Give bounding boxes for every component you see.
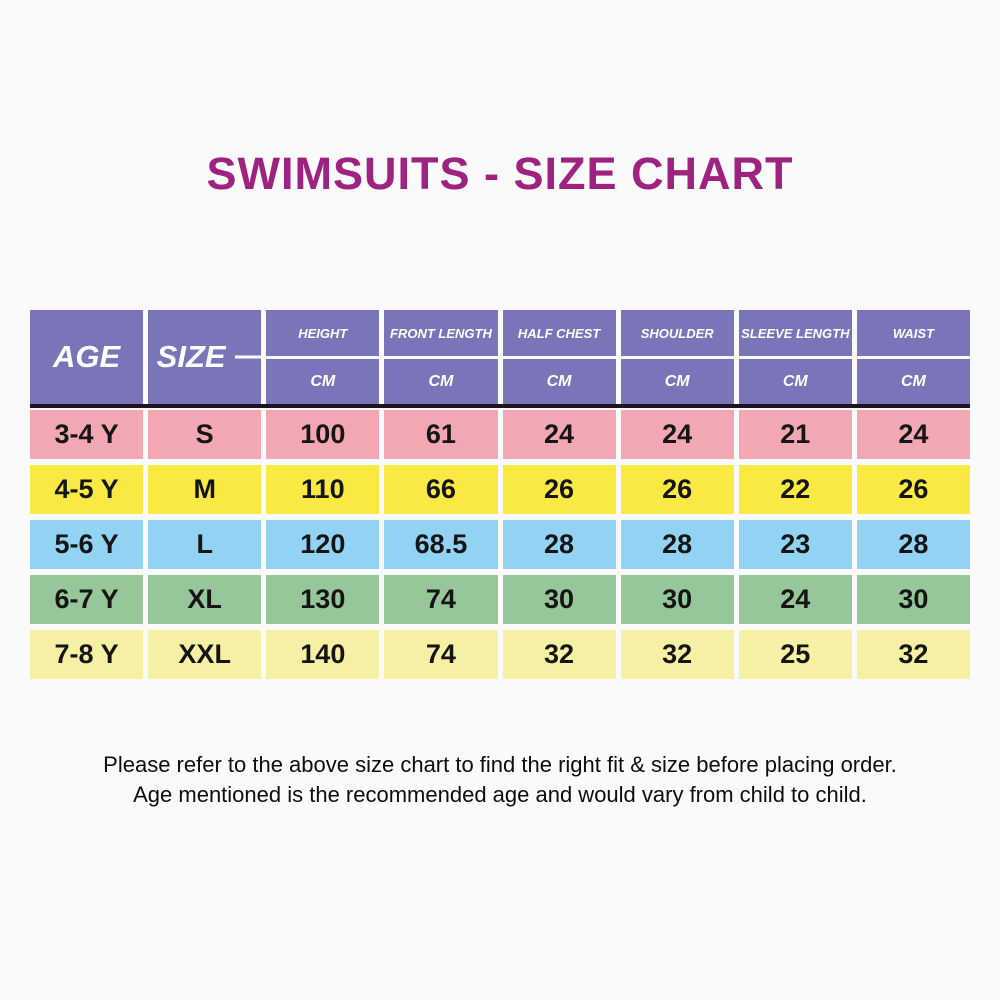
table-body: 3-4 Y S 100 61 24 24 21 24 4-5 Y M 110 6… <box>30 410 970 679</box>
table-row-xl: 6-7 Y XL 130 74 30 30 24 30 <box>30 575 970 624</box>
page-title: SWIMSUITS - SIZE CHART <box>206 148 794 199</box>
cell-sleeve-length: 23 <box>738 520 852 569</box>
cell-half-chest: 32 <box>502 630 616 679</box>
table-row-s: 3-4 Y S 100 61 24 24 21 24 <box>30 410 970 459</box>
cell-age: 5-6 Y <box>30 520 144 569</box>
cell-height: 130 <box>266 575 380 624</box>
unit-half-chest-cm: CM <box>502 359 616 404</box>
unit-sleeve-length-cm: CM <box>738 359 852 404</box>
header-height: HEIGHT <box>266 310 380 356</box>
cell-sleeve-length: 21 <box>738 410 852 459</box>
cell-height: 140 <box>266 630 380 679</box>
cell-shoulder: 24 <box>620 410 734 459</box>
cell-shoulder: 32 <box>620 630 734 679</box>
size-chart-table: AGE SIZE HEIGHT FRONT LENGTH HALF CHEST … <box>30 310 970 679</box>
cell-size: L <box>148 520 262 569</box>
cell-half-chest: 26 <box>502 465 616 514</box>
header-waist: WAIST <box>856 310 970 356</box>
header-front-length: FRONT LENGTH <box>384 310 498 356</box>
cell-shoulder: 30 <box>620 575 734 624</box>
footer-line-1: Please refer to the above size chart to … <box>103 752 897 777</box>
cell-waist: 24 <box>856 410 970 459</box>
cell-sleeve-length: 25 <box>738 630 852 679</box>
cell-front-length: 74 <box>384 630 498 679</box>
cell-shoulder: 28 <box>620 520 734 569</box>
cell-height: 100 <box>266 410 380 459</box>
cell-height: 120 <box>266 520 380 569</box>
unit-waist-cm: CM <box>856 359 970 404</box>
cell-age: 4-5 Y <box>30 465 144 514</box>
header-sleeve-length: SLEEVE LENGTH <box>738 310 852 356</box>
cell-height: 110 <box>266 465 380 514</box>
cell-age: 3-4 Y <box>30 410 144 459</box>
cell-half-chest: 24 <box>502 410 616 459</box>
footer-line-2: Age mentioned is the recommended age and… <box>133 782 867 807</box>
cell-front-length: 66 <box>384 465 498 514</box>
table-row-l: 5-6 Y L 120 68.5 28 28 23 28 <box>30 520 970 569</box>
header-size-label: SIZE <box>156 339 226 374</box>
header-half-chest: HALF CHEST <box>502 310 616 356</box>
cell-age: 7-8 Y <box>30 630 144 679</box>
cell-half-chest: 28 <box>502 520 616 569</box>
footer-note: Please refer to the above size chart to … <box>0 750 1000 810</box>
cell-age: 6-7 Y <box>30 575 144 624</box>
cell-waist: 30 <box>856 575 970 624</box>
table-row-m: 4-5 Y M 110 66 26 26 22 26 <box>30 465 970 514</box>
cell-waist: 28 <box>856 520 970 569</box>
table-row-xxl: 7-8 Y XXL 140 74 32 32 25 32 <box>30 630 970 679</box>
cell-sleeve-length: 22 <box>738 465 852 514</box>
size-dash-line <box>235 355 262 359</box>
cell-size: XXL <box>148 630 262 679</box>
header-age-label: AGE <box>52 339 121 374</box>
unit-height-cm: CM <box>266 359 380 404</box>
cell-size: M <box>148 465 262 514</box>
cell-front-length: 74 <box>384 575 498 624</box>
cell-waist: 26 <box>856 465 970 514</box>
cell-size: XL <box>148 575 262 624</box>
cell-shoulder: 26 <box>620 465 734 514</box>
header-size: SIZE <box>148 310 262 404</box>
cell-waist: 32 <box>856 630 970 679</box>
header-divider-line <box>30 404 970 408</box>
unit-front-length-cm: CM <box>384 359 498 404</box>
header-age: AGE <box>30 310 144 404</box>
cell-size: S <box>148 410 262 459</box>
cell-front-length: 68.5 <box>384 520 498 569</box>
cell-sleeve-length: 24 <box>738 575 852 624</box>
unit-shoulder-cm: CM <box>620 359 734 404</box>
cell-half-chest: 30 <box>502 575 616 624</box>
cell-front-length: 61 <box>384 410 498 459</box>
table-header: AGE SIZE HEIGHT FRONT LENGTH HALF CHEST … <box>30 310 970 404</box>
header-shoulder: SHOULDER <box>620 310 734 356</box>
